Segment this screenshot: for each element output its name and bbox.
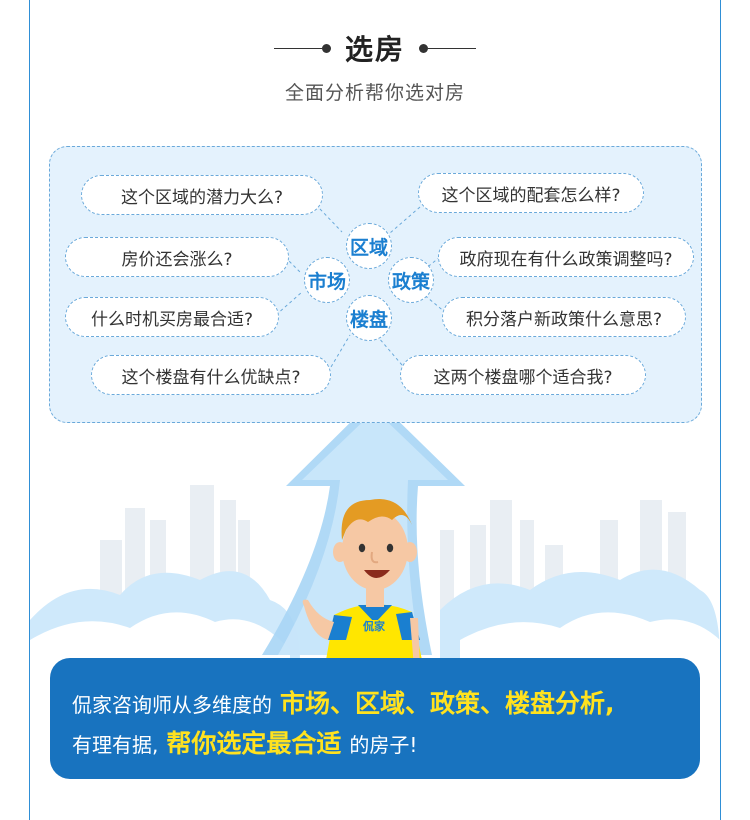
summary-line-2-text: 有理有据, [72,733,159,757]
hub-policy: 政策 [388,257,434,303]
hub-market: 市场 [304,257,350,303]
question-pill: 政府现在有什么政策调整吗? [438,237,694,277]
hub-property: 楼盘 [346,295,392,341]
summary-line-2-suffix: 的房子! [349,733,418,757]
summary-line-2-highlight: 帮你选定最合适 [166,729,342,758]
title-rule-right [419,43,476,53]
summary-line-1-highlight: 市场、区域、政策、楼盘分析, [280,689,615,718]
page-title: 选房 [344,33,405,66]
summary-line-1-text: 侃家咨询师从多维度的 [72,693,272,717]
question-pill: 这个区域的潜力大么? [81,175,323,215]
mascot-illustration [302,499,422,668]
title-rule-left [273,43,331,53]
right-border-line [720,0,721,820]
questions-panel: 这个区域的潜力大么? 房价还会涨么? 什么时机买房最合适? 这个楼盘有什么优缺点… [49,146,702,423]
question-pill: 房价还会涨么? [65,237,289,277]
summary-line-1: 侃家咨询师从多维度的 市场、区域、政策、楼盘分析, [72,684,623,720]
summary-line-2: 有理有据, 帮你选定最合适 的房子! [72,724,417,760]
page-subtitle: 全面分析帮你选对房 [284,82,465,104]
question-pill: 什么时机买房最合适? [65,297,279,337]
left-border-line [29,0,30,820]
question-pill: 这两个楼盘哪个适合我? [400,355,646,395]
clouds-illustration [30,569,720,660]
hub-region: 区域 [346,223,392,269]
summary-panel: 侃家咨询师从多维度的 市场、区域、政策、楼盘分析, 有理有据, 帮你选定最合适 … [50,658,700,779]
question-pill: 这个楼盘有什么优缺点? [91,355,331,395]
question-pill: 这个区域的配套怎么样? [418,173,644,213]
shirt-logo: 侃家 [363,620,385,633]
title-row: 选房 [0,28,750,68]
section-header: 选房 全面分析帮你选对房 [0,28,750,105]
question-pill: 积分落户新政策什么意思? [442,297,686,337]
